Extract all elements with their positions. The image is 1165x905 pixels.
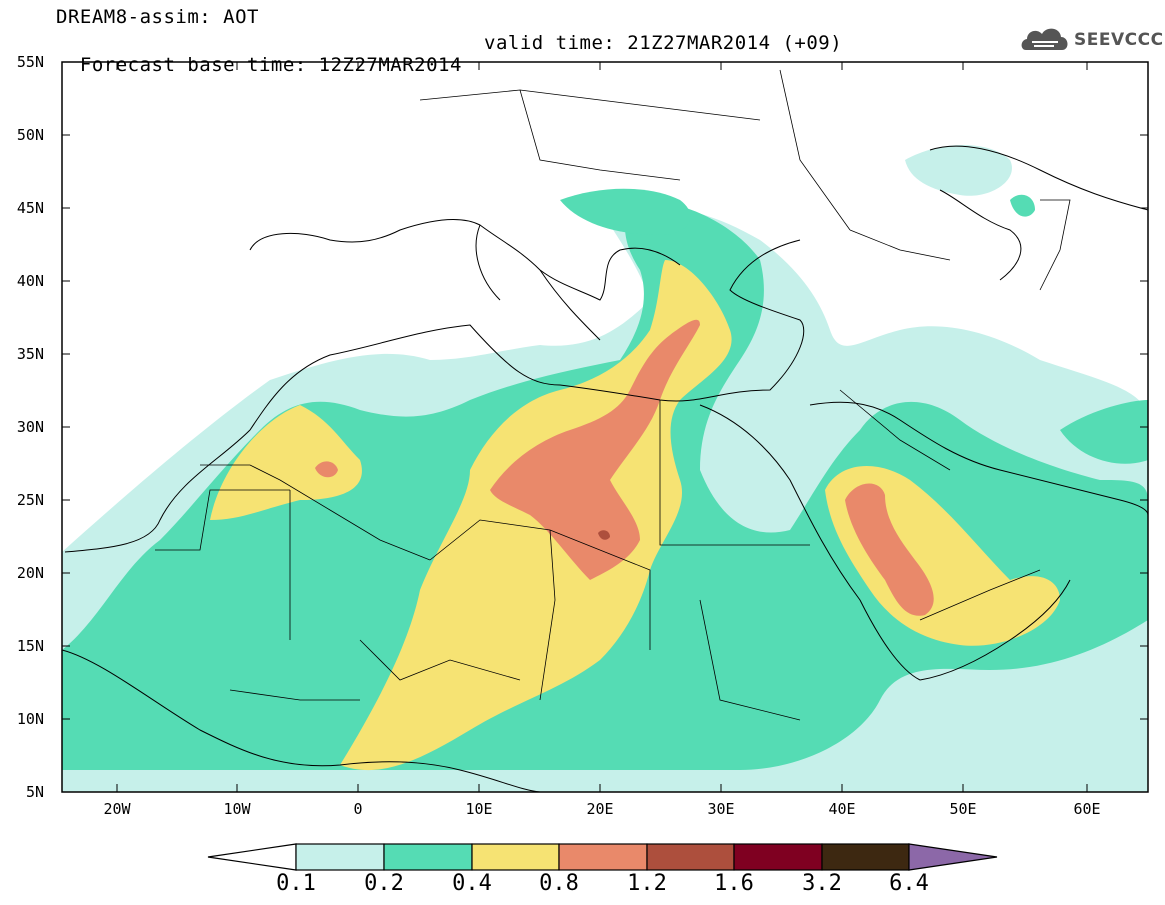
colorbar-label-6.4: 6.4 — [889, 871, 929, 896]
seevccc-logo: SEEVCCC — [1018, 22, 1163, 56]
colorbar-bin-3.2 — [821, 843, 910, 871]
aot-field-0.8 — [315, 319, 934, 616]
map-title: DREAM8-assim: AOT — [56, 6, 259, 28]
lat-label-15n: 15N — [16, 637, 44, 655]
lat-label-30n: 30N — [16, 418, 44, 436]
lon-label-10e: 10E — [465, 800, 493, 818]
colorbar-over-arrow — [908, 843, 998, 871]
forecast-base-time: Forecast base time: 12Z27MAR2014 valid t… — [56, 32, 842, 98]
base-time-label: Forecast base time: 12Z27MAR2014 — [79, 54, 462, 76]
lon-label-20w: 20W — [103, 800, 131, 818]
coastlines — [62, 145, 1148, 792]
colorbar-label-0.4: 0.4 — [452, 871, 492, 896]
lon-label-10w: 10W — [223, 800, 251, 818]
lat-ticks — [62, 61, 1148, 720]
lon-label-50e: 50E — [949, 800, 977, 818]
lat-label-10n: 10N — [16, 710, 44, 728]
lat-label-20n: 20N — [16, 564, 44, 582]
colorbar-bin-0.2 — [383, 843, 473, 871]
colorbar-bin-0.8 — [558, 843, 648, 871]
colorbar-bin-0.4 — [471, 843, 560, 871]
colorbar — [207, 843, 998, 871]
lat-label-40n: 40N — [16, 272, 44, 290]
lat-label-25n: 25N — [16, 491, 44, 509]
logo-text: SEEVCCC — [1074, 30, 1164, 50]
valid-time-label: valid time: 21Z27MAR2014 (+09) — [484, 32, 843, 54]
colorbar-label-0.2: 0.2 — [364, 871, 404, 896]
colorbar-under-arrow — [207, 843, 297, 871]
cloud-icon — [1021, 28, 1068, 50]
lon-label-40e: 40E — [828, 800, 856, 818]
colorbar-label-3.2: 3.2 — [802, 871, 842, 896]
colorbar-label-1.6: 1.6 — [714, 871, 754, 896]
lat-label-45n: 45N — [16, 199, 44, 217]
lat-label-55n: 55N — [16, 53, 44, 71]
colorbar-label-0.1: 0.1 — [276, 871, 316, 896]
borders — [155, 69, 1071, 721]
lon-ticks — [116, 62, 1088, 792]
lat-label-50n: 50N — [16, 126, 44, 144]
colorbar-label-1.2: 1.2 — [627, 871, 667, 896]
lon-label-30e: 30E — [707, 800, 735, 818]
lon-label-60e: 60E — [1073, 800, 1101, 818]
colorbar-label-0.8: 0.8 — [539, 871, 579, 896]
lon-label-20e: 20E — [586, 800, 614, 818]
lon-label-0: 0 — [353, 800, 363, 818]
colorbar-bin-1.2 — [646, 843, 735, 871]
lat-label-35n: 35N — [16, 345, 44, 363]
lat-label-5n: 5N — [25, 783, 44, 801]
colorbar-bin-1.6 — [733, 843, 823, 871]
aot-field-1.2 — [598, 530, 610, 540]
colorbar-bin-0.1 — [295, 843, 385, 871]
